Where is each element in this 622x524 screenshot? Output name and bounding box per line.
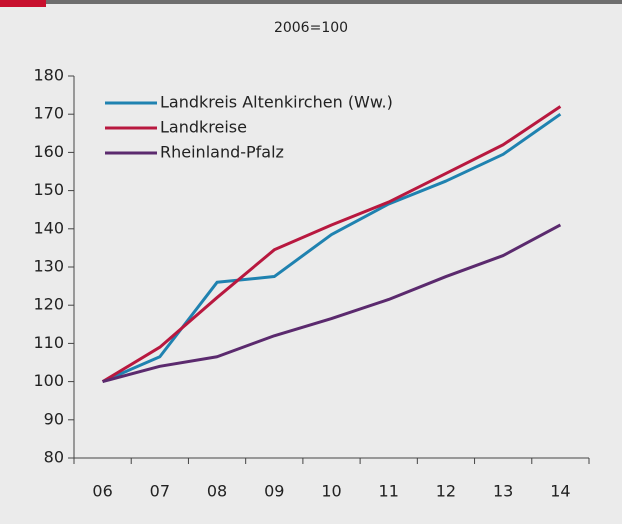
y-tick-label: 160 [33,142,64,161]
series-line [102,223,562,384]
x-tick-label: 06 [92,482,112,501]
y-tick-label: 100 [33,371,64,390]
legend-label: Landkreis Altenkirchen (Ww.) [160,93,393,112]
x-tick-label: 07 [150,482,170,501]
x-tick-label: 13 [493,482,513,501]
top-accent [0,0,46,7]
x-tick-label: 10 [321,482,341,501]
y-tick-label: 90 [44,409,64,428]
x-tick-label: 11 [379,482,399,501]
top-bar [0,0,622,4]
legend-label: Rheinland-Pfalz [160,143,284,162]
x-tick-label: 14 [550,482,570,501]
y-tick-label: 140 [33,218,64,237]
y-tick-label: 130 [33,257,64,276]
chart-subtitle: 2006=100 [274,20,348,36]
y-tick-label: 110 [33,333,64,352]
y-tick-label: 80 [44,448,64,467]
y-tick-label: 150 [33,180,64,199]
series-line [101,105,562,383]
legend-label: Landkreise [160,118,247,137]
x-tick-label: 12 [436,482,456,501]
y-tick-label: 170 [33,104,64,123]
x-tick-label: 08 [207,482,227,501]
y-tick-label: 180 [33,66,64,85]
x-tick-label: 09 [264,482,284,501]
y-tick-label: 120 [33,295,64,314]
